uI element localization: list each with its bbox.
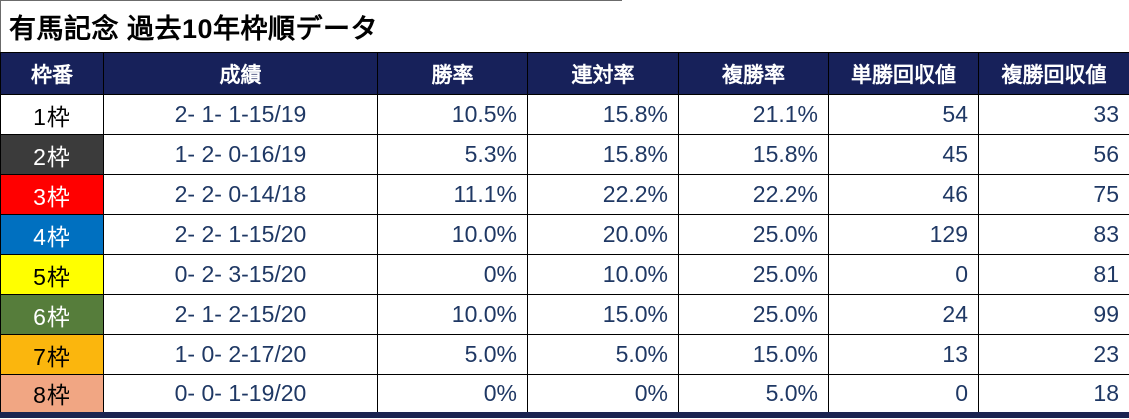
seiseki-cell: 2- 1- 1-15/19 bbox=[103, 94, 378, 135]
seiseki-cell: 1- 2- 0-16/19 bbox=[103, 134, 378, 175]
table-row: 8枠 0- 0- 1-19/20 0% 0% 5.0% 0 18 bbox=[0, 374, 1129, 415]
tansho-return-cell: 45 bbox=[828, 134, 979, 175]
waku-data-table: 枠番 成績 勝率 連対率 複勝率 単勝回収値 複勝回収値 1枠 2- 1- 1-… bbox=[0, 52, 1129, 418]
rentai-rate-cell: 20.0% bbox=[527, 214, 679, 255]
fukusho-rate-cell: 22.2% bbox=[678, 174, 829, 215]
waku-cell: 3枠 bbox=[0, 174, 104, 215]
seiseki-cell: 0- 0- 1-19/20 bbox=[103, 374, 378, 415]
rentai-rate-cell: 0% bbox=[527, 374, 679, 415]
header-fukusho-return: 複勝回収値 bbox=[978, 52, 1129, 95]
win-rate-cell: 10.0% bbox=[377, 294, 528, 335]
fukusho-return-cell: 81 bbox=[978, 254, 1129, 295]
fukusho-return-cell: 18 bbox=[978, 374, 1129, 415]
header-win-rate: 勝率 bbox=[377, 52, 528, 95]
tansho-return-cell: 0 bbox=[828, 254, 979, 295]
header-waku: 枠番 bbox=[0, 52, 104, 95]
fukusho-rate-cell: 25.0% bbox=[678, 214, 829, 255]
win-rate-cell: 11.1% bbox=[377, 174, 528, 215]
seiseki-cell: 2- 1- 2-15/20 bbox=[103, 294, 378, 335]
header-seiseki: 成績 bbox=[103, 52, 378, 95]
fukusho-return-cell: 23 bbox=[978, 334, 1129, 375]
waku-cell: 5枠 bbox=[0, 254, 104, 295]
tansho-return-cell: 24 bbox=[828, 294, 979, 335]
win-rate-cell: 10.0% bbox=[377, 214, 528, 255]
table-body: 1枠 2- 1- 1-15/19 10.5% 15.8% 21.1% 54 33… bbox=[0, 94, 1129, 415]
fukusho-return-cell: 99 bbox=[978, 294, 1129, 335]
fukusho-rate-cell: 15.8% bbox=[678, 134, 829, 175]
table-row: 7枠 1- 0- 2-17/20 5.0% 5.0% 15.0% 13 23 bbox=[0, 334, 1129, 375]
rentai-rate-cell: 15.8% bbox=[527, 94, 679, 135]
seiseki-cell: 2- 2- 0-14/18 bbox=[103, 174, 378, 215]
header-row: 枠番 成績 勝率 連対率 複勝率 単勝回収値 複勝回収値 bbox=[0, 52, 1129, 95]
header-fukusho-rate: 複勝率 bbox=[678, 52, 829, 95]
page-title: 有馬記念 過去10年枠順データ bbox=[9, 14, 379, 44]
rentai-rate-cell: 22.2% bbox=[527, 174, 679, 215]
waku-cell: 7枠 bbox=[0, 334, 104, 375]
fukusho-rate-cell: 21.1% bbox=[678, 94, 829, 135]
fukusho-return-cell: 75 bbox=[978, 174, 1129, 215]
rentai-rate-cell: 15.8% bbox=[527, 134, 679, 175]
tansho-return-cell: 46 bbox=[828, 174, 979, 215]
waku-cell: 6枠 bbox=[0, 294, 104, 335]
win-rate-cell: 0% bbox=[377, 374, 528, 415]
seiseki-cell: 1- 0- 2-17/20 bbox=[103, 334, 378, 375]
seiseki-cell: 0- 2- 3-15/20 bbox=[103, 254, 378, 295]
fukusho-rate-cell: 25.0% bbox=[678, 294, 829, 335]
table-row: 3枠 2- 2- 0-14/18 11.1% 22.2% 22.2% 46 75 bbox=[0, 174, 1129, 215]
waku-cell: 1枠 bbox=[0, 94, 104, 135]
header-rentai-rate: 連対率 bbox=[527, 52, 679, 95]
tansho-return-cell: 0 bbox=[828, 374, 979, 415]
table-row: 4枠 2- 2- 1-15/20 10.0% 20.0% 25.0% 129 8… bbox=[0, 214, 1129, 255]
title-box: 有馬記念 過去10年枠順データ bbox=[0, 0, 622, 52]
win-rate-cell: 10.5% bbox=[377, 94, 528, 135]
fukusho-rate-cell: 25.0% bbox=[678, 254, 829, 295]
waku-cell: 4枠 bbox=[0, 214, 104, 255]
rentai-rate-cell: 10.0% bbox=[527, 254, 679, 295]
tansho-return-cell: 54 bbox=[828, 94, 979, 135]
win-rate-cell: 5.0% bbox=[377, 334, 528, 375]
tansho-return-cell: 129 bbox=[828, 214, 979, 255]
rentai-rate-cell: 15.0% bbox=[527, 294, 679, 335]
fukusho-rate-cell: 5.0% bbox=[678, 374, 829, 415]
seiseki-cell: 2- 2- 1-15/20 bbox=[103, 214, 378, 255]
table-header: 枠番 成績 勝率 連対率 複勝率 単勝回収値 複勝回収値 bbox=[0, 52, 1129, 95]
fukusho-rate-cell: 15.0% bbox=[678, 334, 829, 375]
rentai-rate-cell: 5.0% bbox=[527, 334, 679, 375]
fukusho-return-cell: 83 bbox=[978, 214, 1129, 255]
table-row: 2枠 1- 2- 0-16/19 5.3% 15.8% 15.8% 45 56 bbox=[0, 134, 1129, 175]
table-row: 1枠 2- 1- 1-15/19 10.5% 15.8% 21.1% 54 33 bbox=[0, 94, 1129, 135]
waku-cell: 2枠 bbox=[0, 134, 104, 175]
table-row: 5枠 0- 2- 3-15/20 0% 10.0% 25.0% 0 81 bbox=[0, 254, 1129, 295]
win-rate-cell: 5.3% bbox=[377, 134, 528, 175]
table-row: 6枠 2- 1- 2-15/20 10.0% 15.0% 25.0% 24 99 bbox=[0, 294, 1129, 335]
fukusho-return-cell: 56 bbox=[978, 134, 1129, 175]
header-tansho-return: 単勝回収値 bbox=[828, 52, 979, 95]
win-rate-cell: 0% bbox=[377, 254, 528, 295]
tansho-return-cell: 13 bbox=[828, 334, 979, 375]
waku-cell: 8枠 bbox=[0, 374, 104, 415]
fukusho-return-cell: 33 bbox=[978, 94, 1129, 135]
